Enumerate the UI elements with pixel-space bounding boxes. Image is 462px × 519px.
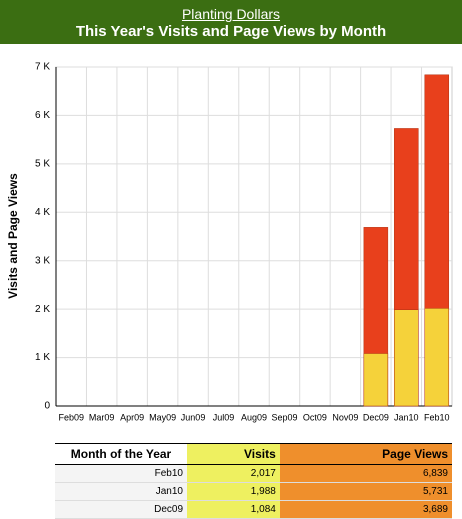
y-axis-label: Visits and Page Views bbox=[6, 173, 20, 299]
y-tick-label: 5 K bbox=[35, 158, 50, 169]
table-cell: 1,988 bbox=[187, 482, 280, 501]
bar bbox=[394, 309, 419, 407]
x-tick-label: Dec09 bbox=[363, 412, 389, 422]
table-header: Visits bbox=[187, 443, 280, 465]
table-cell: Jan10 bbox=[55, 482, 187, 501]
x-tick-label: Feb09 bbox=[58, 412, 84, 422]
y-tick-label: 3 K bbox=[35, 255, 50, 266]
table-row: Dec09 1,084 3,689 bbox=[55, 500, 452, 519]
x-tick-label: Apr09 bbox=[120, 412, 144, 422]
x-tick-label: Aug09 bbox=[241, 412, 267, 422]
y-tick-label: 6 K bbox=[35, 110, 50, 121]
y-tick-label: 2 K bbox=[35, 304, 50, 315]
table-cell: Feb10 bbox=[55, 464, 187, 483]
header-title: This Year's Visits and Page Views by Mon… bbox=[75, 23, 387, 40]
x-tick-label: Feb10 bbox=[424, 412, 450, 422]
y-tick-label: 7 K bbox=[35, 62, 50, 73]
x-tick-label: Oct09 bbox=[303, 412, 327, 422]
x-tick-label: May09 bbox=[149, 412, 176, 422]
table-cell: 6,839 bbox=[279, 464, 452, 483]
table-row: Jan10 1,988 5,731 bbox=[55, 482, 452, 501]
plot-area bbox=[55, 66, 453, 407]
bar bbox=[363, 353, 389, 407]
table-cell: Dec09 bbox=[55, 500, 187, 519]
table-cell: 2,017 bbox=[187, 464, 280, 483]
table-cell: 5,731 bbox=[279, 482, 452, 501]
table-cell: 1,084 bbox=[187, 500, 280, 519]
table-header: Page Views bbox=[279, 443, 452, 465]
table-cell: 3,689 bbox=[279, 500, 452, 519]
x-tick-label: Jan10 bbox=[394, 412, 419, 422]
x-tick-label: Jun09 bbox=[181, 412, 206, 422]
x-tick-label: Jul09 bbox=[213, 412, 235, 422]
bar bbox=[424, 308, 450, 407]
y-tick-label: 1 K bbox=[35, 352, 50, 363]
data-table: Month of the Year Visits Page Views Feb10 2,… bbox=[55, 443, 452, 519]
site-link[interactable]: Planting Dollars bbox=[181, 6, 281, 22]
chart: Visits and Page Views 0 1 K 2 K 3 K 4 K 5 K 6 … bbox=[6, 62, 453, 422]
x-tick-label: Sep09 bbox=[271, 412, 297, 422]
x-tick-label: Nov09 bbox=[332, 412, 358, 422]
table-row: Feb10 2,017 6,839 bbox=[55, 464, 452, 483]
y-tick-label: 4 K bbox=[35, 207, 50, 218]
y-tick-label: 0 bbox=[44, 401, 50, 412]
table-header: Month of the Year bbox=[55, 443, 187, 465]
header: Planting Dollars This Year's Visits and … bbox=[0, 0, 462, 44]
x-tick-label: Mar09 bbox=[89, 412, 115, 422]
